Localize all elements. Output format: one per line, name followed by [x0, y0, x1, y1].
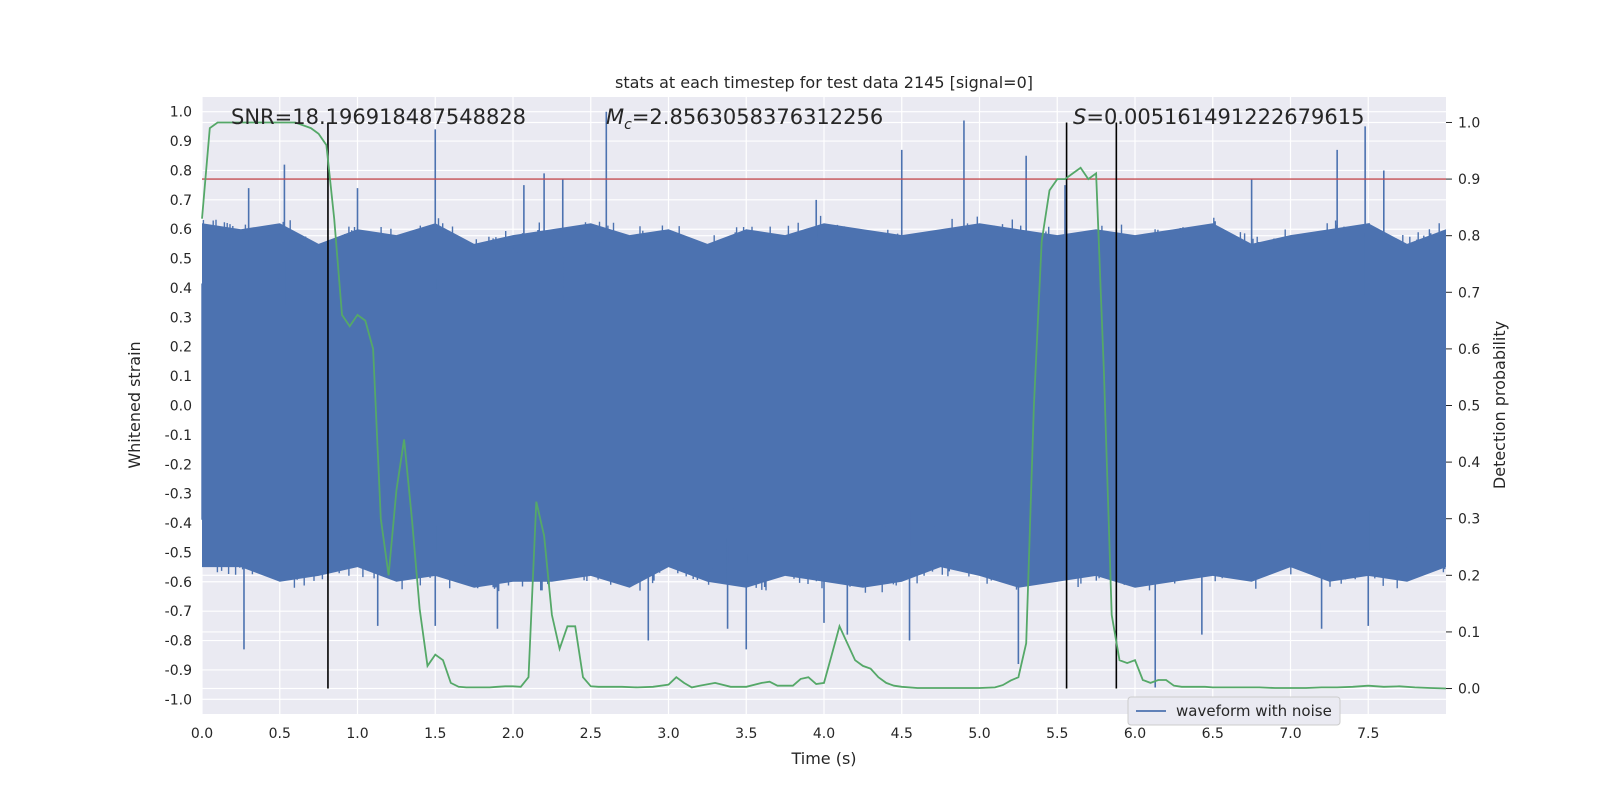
legend: waveform with noise: [1127, 696, 1341, 726]
probability-line: [201, 121, 1447, 690]
y2-tick-labels: 1.0 0.9 0.8 0.7 0.6 0.5 0.4 0.3 0.2 0.1 0.0: [1446, 115, 1480, 698]
y-tick-label: 0.5: [170, 252, 192, 268]
y-tick-label: -1.0: [165, 692, 192, 708]
waveform-noise: [201, 215, 1446, 593]
probability-series: [201, 121, 1447, 690]
y2-tick-label: 0.9: [1458, 172, 1480, 188]
y-tick-labels: 1.0 0.9 0.8 0.7 0.6 0.5 0.4 0.3 0.2 0.1 0.0 -0.1 -0.…: [165, 105, 192, 709]
y-tick-label: 0.2: [170, 340, 192, 356]
y-tick-label: -0.1: [165, 428, 192, 444]
x-tick-label: 2.0: [502, 726, 524, 742]
y-tick-label: 0.8: [170, 163, 192, 179]
waveform-series: [201, 111, 1446, 688]
y-tick-label: 0.6: [170, 222, 192, 238]
y2-tick-label: 0.4: [1458, 455, 1480, 471]
chirp-mass-annotation: Mc=2.8563058376312256: [606, 105, 883, 133]
y2-tick-label: 0.0: [1458, 682, 1480, 698]
y2-tick-label: 0.1: [1458, 625, 1480, 641]
y-tick-label: 0.1: [170, 369, 192, 385]
x-tick-label: 0.0: [191, 726, 213, 742]
y-tick-label: 0.4: [170, 281, 192, 297]
y-tick-label: -0.7: [165, 604, 192, 620]
x-tick-label: 3.5: [735, 726, 757, 742]
mc-value: =2.8563058376312256: [632, 105, 883, 129]
y2-axis-label: Detection probability: [1490, 321, 1509, 489]
y2-tick-label: 0.8: [1458, 229, 1480, 245]
vertical-markers: [327, 122, 1118, 689]
x-tick-label: 5.5: [1046, 726, 1068, 742]
mc-symbol: M: [606, 105, 624, 129]
x-tick-label: 1.5: [424, 726, 446, 742]
y2-tick-label: 1.0: [1458, 115, 1480, 131]
x-tick-label: 6.5: [1202, 726, 1224, 742]
y-axis-label: Whitened strain: [125, 341, 144, 468]
y-tick-label: -0.9: [165, 663, 192, 679]
legend-label: waveform with noise: [1176, 702, 1332, 720]
y-tick-label: -0.5: [165, 545, 192, 561]
y-tick-label: 0.0: [170, 399, 192, 415]
y-tick-label: -0.8: [165, 634, 192, 650]
x-tick-label: 7.0: [1279, 726, 1301, 742]
y2-tick-label: 0.5: [1458, 399, 1480, 415]
s-symbol: S: [1073, 105, 1086, 129]
x-tick-label: 6.0: [1124, 726, 1146, 742]
s-value: =0.005161491222679615: [1086, 105, 1364, 129]
x-tick-label: 5.0: [968, 726, 990, 742]
x-axis-label: Time (s): [790, 749, 856, 768]
y2-tick-label: 0.6: [1458, 342, 1480, 358]
y-tick-label: 0.7: [170, 193, 192, 209]
y2-tick-label: 0.2: [1458, 568, 1480, 584]
legend-box: [1127, 696, 1341, 726]
x-tick-label: 4.0: [813, 726, 835, 742]
x-tick-label: 4.5: [891, 726, 913, 742]
snr-annotation: SNR=18.196918487548828: [231, 105, 526, 129]
y-tick-label: 0.9: [170, 134, 192, 150]
x-tick-label: 3.0: [657, 726, 679, 742]
y-tick-label: 1.0: [170, 105, 192, 121]
x-tick-label: 0.5: [269, 726, 291, 742]
y-tick-label: 0.3: [170, 310, 192, 326]
s-annotation: S=0.005161491222679615: [1073, 105, 1364, 129]
x-tick-labels: 0.0 0.5 1.0 1.5 2.0 2.5 3.0 3.5 4.0 4.5 5.0 5.5 6.0 6…: [191, 726, 1380, 742]
y-tick-label: -0.3: [165, 487, 192, 503]
y-tick-label: -0.2: [165, 457, 192, 473]
x-tick-label: 1.0: [346, 726, 368, 742]
x-tick-label: 7.5: [1357, 726, 1379, 742]
y-tick-label: -0.6: [165, 575, 192, 591]
y2-tick-label: 0.3: [1458, 512, 1480, 528]
y2-tick-label: 0.7: [1458, 285, 1480, 301]
y-tick-label: -0.4: [165, 516, 192, 532]
chart-title: stats at each timestep for test data 214…: [615, 73, 1033, 92]
mc-subscript: c: [624, 117, 632, 133]
x-tick-label: 2.5: [580, 726, 602, 742]
